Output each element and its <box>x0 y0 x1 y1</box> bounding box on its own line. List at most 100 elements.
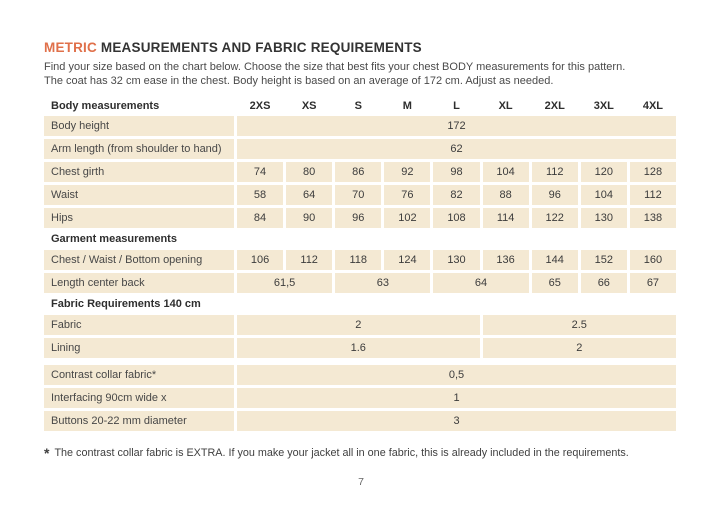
value-cell: 84 <box>237 208 284 228</box>
value-cell: 62 <box>237 139 676 159</box>
value-cell: 118 <box>335 250 382 270</box>
value-cell: 92 <box>384 162 431 182</box>
table-row: Length center back 61,5 63 64 65 66 67 <box>44 273 676 293</box>
value-cell: 104 <box>580 185 627 205</box>
row-label: Waist <box>44 185 234 205</box>
value-cell: 0,5 <box>237 365 676 385</box>
value-cell: 80 <box>286 162 333 182</box>
value-cell: 160 <box>629 250 676 270</box>
value-cell: 98 <box>433 162 480 182</box>
value-cell: 106 <box>237 250 284 270</box>
value-cell: 130 <box>433 250 480 270</box>
table-group-gap <box>44 361 676 362</box>
row-label: Arm length (from shoulder to hand) <box>44 139 234 159</box>
page-content: METRIC MEASUREMENTS AND FABRIC REQUIREME… <box>44 40 678 488</box>
value-cell: 138 <box>629 208 676 228</box>
value-cell: 130 <box>580 208 627 228</box>
table-row: Chest / Waist / Bottom opening 106 112 118 1… <box>44 250 676 270</box>
intro-line-2: The coat has 32 cm ease in the chest. Bo… <box>44 75 554 87</box>
value-cell: 63 <box>335 273 431 293</box>
size-table: Body measurements 2XS XS S M L XL 2XL 3XL 4XL Body… <box>41 95 679 434</box>
table-section-row: Garment measurements <box>44 231 676 247</box>
size-column-header: XL <box>498 99 513 112</box>
value-cell: 124 <box>384 250 431 270</box>
value-cell: 74 <box>237 162 284 182</box>
value-cell: 2.5 <box>482 315 676 335</box>
table-header-label: Body measurements <box>51 99 160 112</box>
footnote-asterisk: * <box>44 445 50 461</box>
table-row: Lining 1.6 2 <box>44 338 676 358</box>
row-label: Contrast collar fabric* <box>44 365 234 385</box>
value-cell: 172 <box>237 116 676 136</box>
table-section-label: Garment measurements <box>51 233 177 245</box>
value-cell: 152 <box>580 250 627 270</box>
value-cell: 108 <box>433 208 480 228</box>
value-cell: 88 <box>482 185 529 205</box>
row-label: Interfacing 90cm wide x <box>44 388 234 408</box>
value-cell: 112 <box>629 185 676 205</box>
row-label: Length center back <box>44 273 234 293</box>
row-label: Body height <box>44 116 234 136</box>
value-cell: 2 <box>482 338 676 358</box>
value-cell: 58 <box>237 185 284 205</box>
value-cell: 86 <box>335 162 382 182</box>
value-cell: 90 <box>286 208 333 228</box>
intro-text: Find your size based on the chart below.… <box>44 60 678 88</box>
table-row: Arm length (from shoulder to hand) 62 <box>44 139 676 159</box>
value-cell: 112 <box>531 162 578 182</box>
table-row: Waist 58 64 70 76 82 88 96 104 112 <box>44 185 676 205</box>
value-cell: 102 <box>384 208 431 228</box>
value-cell: 64 <box>433 273 529 293</box>
table-row: Chest girth 74 80 86 92 98 104 112 120 128 <box>44 162 676 182</box>
table-header-row: Body measurements 2XS XS S M L XL 2XL 3XL 4XL <box>44 98 676 113</box>
page-title: METRIC MEASUREMENTS AND FABRIC REQUIREME… <box>44 40 678 55</box>
table-group-gap-cell <box>44 361 676 362</box>
footnote: * The contrast collar fabric is EXTRA. I… <box>44 445 678 461</box>
value-cell: 136 <box>482 250 529 270</box>
value-cell: 61,5 <box>237 273 333 293</box>
value-cell: 65 <box>531 273 578 293</box>
size-table-body: Body measurements 2XS XS S M L XL 2XL 3XL 4XL Body… <box>44 98 676 431</box>
value-cell: 76 <box>384 185 431 205</box>
value-cell: 122 <box>531 208 578 228</box>
footnote-text: The contrast collar fabric is EXTRA. If … <box>54 447 629 459</box>
size-column-header: 4XL <box>642 99 664 112</box>
table-row: Body height 172 <box>44 116 676 136</box>
size-column-header: L <box>453 99 460 112</box>
value-cell: 114 <box>482 208 529 228</box>
value-cell: 96 <box>531 185 578 205</box>
size-column-header: XS <box>301 99 317 112</box>
value-cell: 1.6 <box>237 338 480 358</box>
size-column-header: S <box>354 99 362 112</box>
row-label: Chest girth <box>44 162 234 182</box>
value-cell: 96 <box>335 208 382 228</box>
page-title-accent: METRIC <box>44 40 97 55</box>
value-cell: 67 <box>629 273 676 293</box>
value-cell: 64 <box>286 185 333 205</box>
page-number: 7 <box>358 476 364 488</box>
size-column-header: 2XS <box>249 99 271 112</box>
row-label: Lining <box>44 338 234 358</box>
table-row: Buttons 20-22 mm diameter 3 <box>44 411 676 431</box>
value-cell: 144 <box>531 250 578 270</box>
table-row: Fabric 2 2.5 <box>44 315 676 335</box>
value-cell: 66 <box>580 273 627 293</box>
row-label: Fabric <box>44 315 234 335</box>
table-row: Contrast collar fabric* 0,5 <box>44 365 676 385</box>
value-cell: 82 <box>433 185 480 205</box>
value-cell: 1 <box>237 388 676 408</box>
value-cell: 2 <box>237 315 480 335</box>
row-label: Buttons 20-22 mm diameter <box>44 411 234 431</box>
table-section-row: Fabric Requirements 140 cm <box>44 296 676 312</box>
value-cell: 3 <box>237 411 676 431</box>
table-row: Hips 84 90 96 102 108 114 122 130 138 <box>44 208 676 228</box>
value-cell: 104 <box>482 162 529 182</box>
table-section-label: Fabric Requirements 140 cm <box>51 298 201 310</box>
intro-line-1: Find your size based on the chart below.… <box>44 61 626 73</box>
row-label: Chest / Waist / Bottom opening <box>44 250 234 270</box>
page-title-rest: MEASUREMENTS AND FABRIC REQUIREMENTS <box>96 40 422 55</box>
size-column-header: M <box>402 99 412 112</box>
size-column-header: 3XL <box>593 99 614 112</box>
